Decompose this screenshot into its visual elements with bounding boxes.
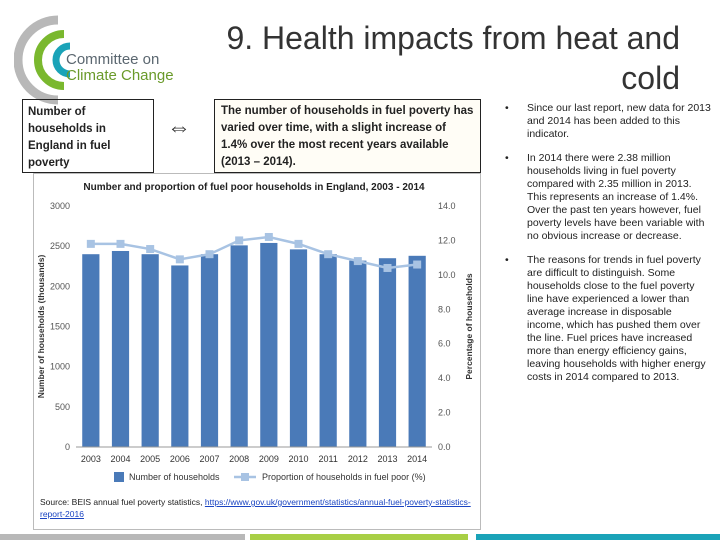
legend-label-bars: Number of households bbox=[129, 472, 220, 482]
proportion-point bbox=[146, 245, 155, 254]
logo-arcs-icon bbox=[13, 15, 71, 105]
x-tick-label: 2006 bbox=[170, 454, 190, 464]
source-link[interactable]: https://www.gov.uk/government/statistics… bbox=[40, 497, 471, 519]
x-tick-label: 2009 bbox=[259, 454, 279, 464]
proportion-point bbox=[324, 250, 333, 259]
bullet-item: • In 2014 there were 2.38 million househo… bbox=[505, 152, 711, 243]
y-axis-title: Number of households (thousands) bbox=[36, 255, 46, 399]
y2-tick-label: 6.0 bbox=[438, 339, 451, 349]
x-tick-label: 2007 bbox=[199, 454, 219, 464]
y2-tick-label: 4.0 bbox=[438, 373, 451, 383]
y-tick-label: 1500 bbox=[50, 322, 70, 332]
proportion-point bbox=[383, 263, 392, 272]
footer-bar-green bbox=[250, 534, 468, 540]
proportion-point bbox=[86, 239, 95, 248]
bullet-list: • Since our last report, new data for 201… bbox=[505, 102, 711, 395]
bar bbox=[82, 254, 100, 447]
y-tick-label: 1000 bbox=[50, 362, 70, 372]
proportion-point bbox=[116, 239, 125, 248]
x-tick-label: 2011 bbox=[318, 454, 337, 464]
proportion-point bbox=[353, 257, 362, 266]
bar bbox=[408, 255, 426, 447]
bar bbox=[171, 265, 189, 447]
bar bbox=[319, 254, 337, 447]
bar bbox=[230, 245, 248, 447]
y2-tick-label: 14.0 bbox=[438, 201, 456, 211]
logo-line-1: Committee on bbox=[66, 51, 160, 68]
bar bbox=[378, 258, 397, 447]
logo-line-2: Climate Change bbox=[66, 67, 174, 84]
bar bbox=[289, 249, 308, 447]
bullet-icon: • bbox=[505, 102, 509, 114]
bullet-item: • The reasons for trends in fuel poverty … bbox=[505, 254, 711, 384]
source-note: Source: BEIS annual fuel poverty statist… bbox=[40, 496, 476, 520]
x-tick-label: 2012 bbox=[348, 454, 368, 464]
y-tick-label: 2500 bbox=[50, 241, 70, 251]
y2-tick-label: 2.0 bbox=[438, 408, 451, 418]
footer-bar-grey bbox=[0, 534, 245, 540]
logo-wordmark: Committee on Climate Change bbox=[66, 52, 174, 84]
x-tick-label: 2013 bbox=[377, 454, 397, 464]
y2-axis-title: Percentage of households bbox=[464, 273, 474, 380]
y2-tick-label: 8.0 bbox=[438, 304, 451, 314]
ccc-logo bbox=[13, 14, 194, 106]
y-tick-label: 2000 bbox=[50, 281, 70, 291]
x-tick-label: 2010 bbox=[288, 454, 308, 464]
legend-swatch-bars bbox=[114, 472, 124, 482]
x-tick-label: 2008 bbox=[229, 454, 249, 464]
y2-tick-label: 10.0 bbox=[438, 270, 456, 280]
legend-label-line: Proportion of households in fuel poor (%… bbox=[262, 472, 426, 482]
bullet-icon: • bbox=[505, 254, 509, 266]
y-tick-label: 3000 bbox=[50, 201, 70, 211]
chart-panel: Number and proportion of fuel poor house… bbox=[33, 173, 481, 530]
source-prefix: Source: BEIS annual fuel poverty statist… bbox=[40, 497, 205, 507]
proportion-point bbox=[264, 232, 273, 241]
bullet-icon: • bbox=[505, 152, 509, 164]
bar bbox=[349, 260, 367, 447]
x-tick-label: 2005 bbox=[140, 454, 160, 464]
x-tick-label: 2014 bbox=[407, 454, 427, 464]
bullet-item: • Since our last report, new data for 201… bbox=[505, 102, 711, 141]
proportion-point bbox=[175, 255, 184, 264]
indicator-label: Number of households in England in fuel … bbox=[22, 99, 154, 173]
bullet-text: Since our last report, new data for 2013… bbox=[527, 102, 711, 140]
proportion-point bbox=[205, 250, 214, 259]
y-tick-label: 0 bbox=[65, 442, 70, 452]
bullet-text: The reasons for trends in fuel poverty a… bbox=[527, 254, 706, 383]
footer-bar-teal bbox=[476, 534, 720, 540]
y-tick-label: 500 bbox=[55, 402, 70, 412]
y2-tick-label: 0.0 bbox=[438, 442, 451, 452]
y2-tick-label: 12.0 bbox=[438, 235, 456, 245]
no-change-arrow-icon: ⇔ bbox=[167, 114, 191, 141]
page-title: 9. Health impacts from heat and cold bbox=[226, 20, 680, 96]
bar bbox=[111, 250, 130, 447]
proportion-point bbox=[235, 236, 244, 245]
chart-title: Number and proportion of fuel poor house… bbox=[83, 182, 425, 193]
bar bbox=[141, 254, 159, 447]
x-tick-label: 2003 bbox=[81, 454, 101, 464]
indicator-summary: The number of households in fuel poverty… bbox=[214, 99, 481, 173]
proportion-point bbox=[294, 239, 303, 248]
proportion-point bbox=[413, 260, 422, 269]
proportion-line bbox=[90, 235, 418, 270]
fuel-poverty-chart: Number and proportion of fuel poor house… bbox=[36, 182, 474, 482]
legend-marker-line bbox=[241, 473, 249, 481]
bar bbox=[200, 254, 219, 447]
bullet-text: In 2014 there were 2.38 million househol… bbox=[527, 152, 705, 242]
bar bbox=[260, 242, 278, 447]
x-tick-label: 2004 bbox=[110, 454, 130, 464]
